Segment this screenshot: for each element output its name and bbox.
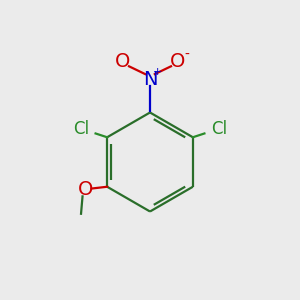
Text: O: O	[170, 52, 185, 71]
Text: O: O	[115, 52, 130, 71]
Text: Cl: Cl	[211, 120, 227, 138]
Text: -: -	[184, 48, 189, 62]
Text: O: O	[78, 180, 93, 199]
Text: Cl: Cl	[73, 120, 89, 138]
Text: N: N	[143, 70, 157, 89]
Text: +: +	[153, 67, 163, 77]
